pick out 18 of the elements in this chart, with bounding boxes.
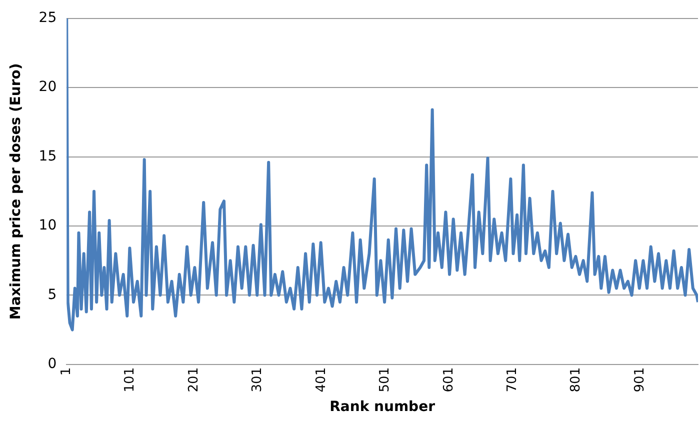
y-tick-label: 20 — [38, 79, 57, 96]
x-tick-label: 1 — [58, 367, 74, 376]
x-tick-label: 401 — [314, 367, 329, 392]
x-axis-title: Rank number — [330, 399, 436, 416]
x-tick-label: 501 — [378, 367, 393, 392]
x-tick-label: 201 — [186, 367, 202, 392]
x-tick-label: 101 — [122, 367, 138, 392]
x-tick-label: 701 — [504, 367, 520, 392]
y-tick-label: 5 — [48, 286, 57, 303]
y-tick-label: 0 — [48, 356, 57, 372]
y-tick-label: 15 — [38, 148, 57, 164]
y-tick-label: 25 — [38, 10, 57, 26]
x-tick-label: 901 — [632, 367, 648, 392]
y-tick-label: 10 — [38, 218, 57, 234]
y-axis-title: Maximum price per doses (Euro) — [8, 63, 24, 320]
x-tick-label: 601 — [441, 367, 456, 392]
x-tick-label: 801 — [568, 367, 584, 392]
x-tick-label: 301 — [250, 367, 266, 392]
